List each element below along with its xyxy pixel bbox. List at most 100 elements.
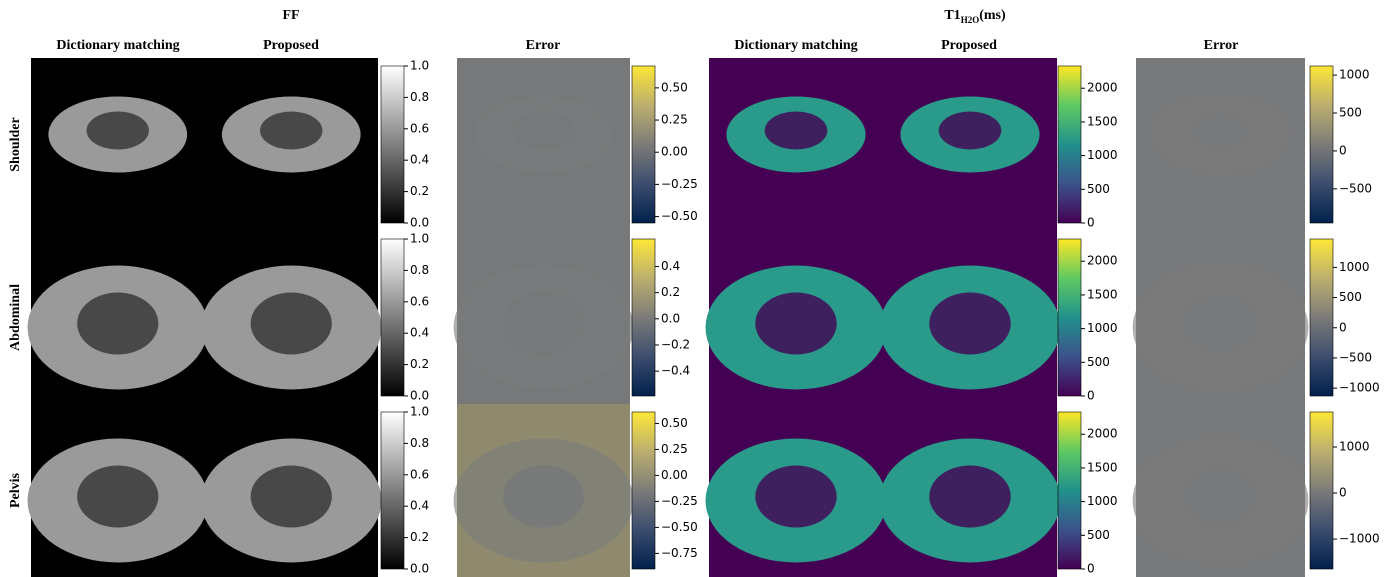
colorbar-tick-label: −1000 <box>1339 532 1380 546</box>
colorbar-tick-label: −500 <box>1339 181 1372 195</box>
colorbar-tick-label: −0.50 <box>661 520 698 534</box>
colorbar-tick-label: 0.6 <box>410 294 429 308</box>
colorbar <box>380 65 405 224</box>
row-label: Abdominal <box>8 284 23 351</box>
colorbar-tick-label: 0.50 <box>661 416 688 430</box>
colorbar <box>1057 238 1082 397</box>
anatomy-inner <box>1180 465 1261 528</box>
colorbar-tick-label: 1000 <box>1087 321 1118 335</box>
anatomy-inner <box>512 111 575 150</box>
colorbar-tick-label: 0 <box>1087 216 1095 230</box>
colorbar-tick-label: 0.8 <box>410 263 429 277</box>
row-label: Shoulder <box>8 117 23 171</box>
colorbar-tick-label: 0.2 <box>410 184 429 198</box>
colorbar-tick-label: 2000 <box>1087 81 1118 95</box>
colorbar-tick-label: 0.8 <box>410 436 429 450</box>
colorbar-tick-label: 0.0 <box>410 216 429 230</box>
colorbar-tick-label: 500 <box>1087 355 1110 369</box>
colorbar-tick-label: 0.25 <box>661 442 688 456</box>
column-header: Dictionary matching <box>734 38 857 53</box>
column-header: Dictionary matching <box>56 38 179 53</box>
colorbar <box>380 238 405 397</box>
colorbar-tick-label: −0.75 <box>661 546 698 560</box>
colorbar-tick-label: −500 <box>1339 350 1372 364</box>
colorbar-tick-label: 0 <box>1339 143 1347 157</box>
colorbar <box>1057 411 1082 570</box>
colorbar-tick-label: −0.2 <box>661 337 690 351</box>
colorbar-tick-label: 1000 <box>1087 494 1118 508</box>
colorbar-tick-label: 0.0 <box>661 311 680 325</box>
column-header: Proposed <box>941 38 997 53</box>
colorbar-tick-label: −0.4 <box>661 364 690 378</box>
colorbar-tick-label: 0 <box>1087 562 1095 576</box>
t1-unit: (ms) <box>979 8 1006 23</box>
colorbar <box>1309 411 1334 570</box>
colorbar-tick-label: 1000 <box>1087 148 1118 162</box>
anatomy-inner <box>929 292 1011 355</box>
t1-sub: H2O <box>961 15 980 25</box>
t1-main: T1 <box>944 8 960 23</box>
colorbar-tick-label: 0.2 <box>410 357 429 371</box>
colorbar-tick-label: 0.0 <box>410 562 429 576</box>
colorbar-tick-label: 0.00 <box>661 468 688 482</box>
anatomy-inner <box>1190 111 1251 150</box>
anatomy-inner <box>77 465 159 528</box>
colorbar-tick-label: 1500 <box>1087 287 1118 301</box>
colorbar-tick-label: 0.6 <box>410 467 429 481</box>
row-label: Pelvis <box>8 472 23 508</box>
colorbar <box>631 65 656 224</box>
colorbar-tick-label: 500 <box>1087 528 1110 542</box>
t1-title: T1H2O(ms) <box>944 8 1006 25</box>
colorbar-tick-label: 0 <box>1339 320 1347 334</box>
anatomy-inner <box>1180 292 1261 355</box>
colorbar-tick-label: 1.0 <box>410 232 429 246</box>
colorbar-tick-label: 0.00 <box>661 145 688 159</box>
colorbar-tick-label: 0.6 <box>410 121 429 135</box>
colorbar-tick-label: −0.25 <box>661 177 698 191</box>
colorbar-tick-label: 0 <box>1087 389 1095 403</box>
anatomy-inner <box>929 465 1011 528</box>
colorbar-tick-label: 0.2 <box>410 530 429 544</box>
anatomy-inner <box>755 465 837 528</box>
colorbar-tick-label: 1.0 <box>410 405 429 419</box>
anatomy-inner <box>250 465 332 528</box>
colorbar <box>1309 65 1334 224</box>
colorbar <box>631 238 656 397</box>
colorbar-tick-label: 1500 <box>1087 460 1118 474</box>
colorbar-tick-label: 0 <box>1339 486 1347 500</box>
colorbar-tick-label: −0.25 <box>661 494 698 508</box>
anatomy-inner <box>77 292 159 355</box>
colorbar <box>1309 238 1334 397</box>
anatomy-inner <box>260 111 323 150</box>
anatomy-inner <box>250 292 332 355</box>
column-header: Error <box>526 38 561 53</box>
colorbar <box>1057 65 1082 224</box>
anatomy-inner <box>86 111 149 150</box>
colorbar-tick-label: −0.50 <box>661 209 698 223</box>
colorbar-tick-label: 2000 <box>1087 427 1118 441</box>
anatomy-inner <box>764 111 828 150</box>
colorbar-tick-label: 0.0 <box>410 389 429 403</box>
anatomy-inner <box>503 465 584 528</box>
colorbar-tick-label: 1500 <box>1087 114 1118 128</box>
colorbar-tick-label: 0.4 <box>661 259 680 273</box>
colorbar-tick-label: 2000 <box>1087 254 1118 268</box>
column-header: Error <box>1204 38 1239 53</box>
colorbar-tick-label: 0.50 <box>661 80 688 94</box>
colorbar-tick-label: 1000 <box>1339 68 1370 82</box>
colorbar-tick-label: 0.4 <box>410 326 429 340</box>
colorbar-tick-label: 1000 <box>1339 260 1370 274</box>
colorbar-tick-label: −1000 <box>1339 381 1380 395</box>
colorbar-tick-label: 0.25 <box>661 113 688 127</box>
ff-title: FF <box>282 8 299 23</box>
colorbar <box>380 411 405 570</box>
anatomy-inner <box>503 292 584 355</box>
anatomy-inner <box>755 292 837 355</box>
colorbar-tick-label: 1.0 <box>410 59 429 73</box>
colorbar-tick-label: 0.8 <box>410 90 429 104</box>
anatomy-inner <box>938 111 1002 150</box>
colorbar-tick-label: 0.4 <box>410 153 429 167</box>
colorbar-tick-label: 500 <box>1339 106 1362 120</box>
colorbar-tick-label: 0.2 <box>661 285 680 299</box>
